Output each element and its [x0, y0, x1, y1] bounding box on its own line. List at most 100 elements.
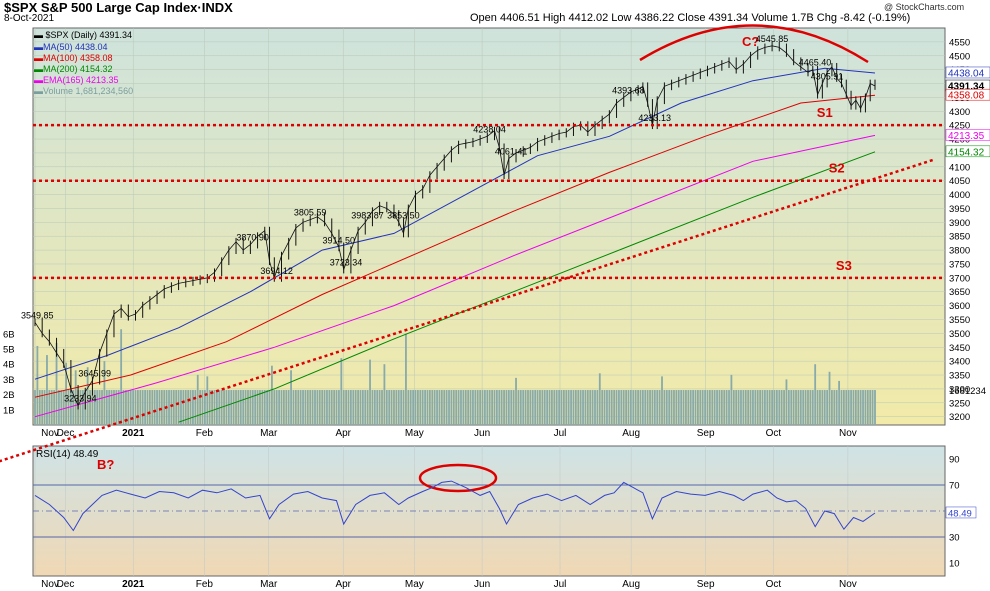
volume-bar [627, 390, 630, 425]
volume-bar [744, 390, 747, 425]
ma200-line [178, 151, 876, 423]
rsi-x-axis-month-label: 2021 [122, 579, 145, 590]
volume-bar [148, 390, 151, 425]
volume-bar [144, 390, 146, 425]
x-axis-month-label: Feb [196, 428, 214, 439]
volume-bar [787, 390, 790, 425]
volume-bar [589, 390, 592, 425]
volume-bar [606, 390, 608, 425]
volume-bar [98, 390, 101, 425]
x-axis-month-label: Sep [697, 428, 715, 439]
volume-bar [854, 390, 857, 425]
legend-swatch: ▬ [34, 42, 43, 52]
volume-bar [519, 390, 522, 425]
volume-bar [711, 390, 714, 425]
volume-bar [311, 390, 314, 425]
volume-bar [845, 390, 848, 425]
volume-bar [814, 364, 817, 425]
volume-bar [594, 390, 596, 425]
volume-bar [431, 390, 434, 425]
price-y-tick-label: 3900 [949, 218, 970, 229]
volume-bar [287, 390, 290, 425]
volume-bar [239, 390, 242, 425]
right-axis-tag [945, 66, 990, 79]
price-y-tick-label: 3400 [949, 357, 970, 368]
volume-bar [685, 390, 687, 425]
volume-bar [323, 390, 326, 425]
volume-bar [414, 390, 417, 425]
volume-bar [859, 390, 862, 425]
volume-bar [137, 390, 139, 425]
x-axis-month-label: Oct [766, 428, 782, 439]
volume-bar [574, 390, 577, 425]
volume-bar [622, 390, 625, 425]
volume-bar [249, 390, 252, 425]
volume-bar [335, 390, 338, 425]
volume-bar [500, 390, 503, 425]
volume-bar [842, 390, 845, 425]
rsi-y-tick-label: 30 [949, 533, 960, 544]
volume-bar [86, 367, 89, 425]
volume-bar [689, 390, 692, 425]
volume-bar [397, 390, 400, 425]
volume-bar [156, 390, 158, 425]
volume-bar [785, 379, 788, 425]
volume-bar [835, 390, 838, 425]
volume-bar [36, 345, 39, 425]
volume-bar [421, 390, 424, 425]
volume-bar [618, 390, 620, 425]
volume-bar [498, 390, 501, 425]
volume-bar [163, 390, 166, 425]
volume-bar [838, 380, 841, 425]
volume-bar [282, 390, 285, 425]
volume-bar [740, 390, 742, 425]
price-value-label: 4238.04 [473, 124, 506, 134]
rsi-x-axis-month-label: Aug [622, 579, 640, 590]
volume-bar [505, 390, 508, 425]
volume-bar [378, 390, 381, 425]
volume-bar [215, 390, 218, 425]
price-y-tick-label: 3750 [949, 259, 970, 270]
rsi-value-tag [945, 506, 977, 519]
volume-bar [211, 390, 213, 425]
volume-bar [584, 390, 587, 425]
volume-bar [783, 390, 785, 425]
volume-bar [342, 390, 345, 425]
volume-bar [385, 390, 388, 425]
volume-bar [175, 390, 178, 425]
volume-bar [122, 390, 125, 425]
volume-bar [831, 390, 833, 425]
volume-bar [361, 390, 364, 425]
volume-bar [48, 390, 51, 425]
rsi-overbought-ellipse [418, 463, 498, 493]
right-axis-tag [945, 88, 990, 101]
volume-bar [756, 390, 759, 425]
rsi-title: RSI(14) 48.49 [36, 449, 99, 460]
volume-bar [223, 390, 225, 425]
volume-bar [730, 374, 733, 425]
volume-bar [708, 390, 711, 425]
volume-bar [306, 390, 309, 425]
volume-bar [809, 390, 812, 425]
price-value-label: 3549.85 [21, 310, 54, 320]
volume-bar [512, 390, 515, 425]
price-y-tick-label: 3650 [949, 287, 970, 298]
rsi-x-axis-month-label: Dec [57, 579, 75, 590]
volume-bar [874, 390, 876, 425]
volume-bar [857, 390, 860, 425]
volume-bar [799, 390, 802, 425]
volume-bar [529, 390, 532, 425]
price-y-tick-label: 3300 [949, 384, 970, 395]
volume-bar [771, 390, 773, 425]
volume-bar [60, 390, 63, 425]
volume-bar [773, 390, 776, 425]
volume-bar [732, 390, 735, 425]
volume-bar [160, 390, 163, 425]
volume-bar [546, 390, 549, 425]
volume-bar [641, 390, 644, 425]
volume-bar [515, 377, 517, 425]
rsi-x-axis-month-label: Nov [41, 579, 59, 590]
volume-bar [866, 390, 869, 425]
volume-bar [141, 390, 144, 425]
price-panel [32, 27, 946, 426]
